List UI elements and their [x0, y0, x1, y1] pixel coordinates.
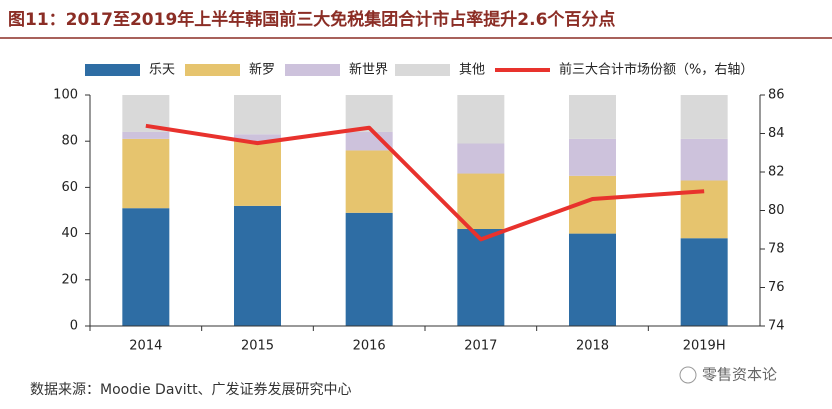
bar-segment: [569, 233, 616, 326]
y2-tick-label: 80: [768, 203, 785, 218]
line-series: [145, 123, 705, 242]
x-tick-label: 2015: [241, 339, 274, 354]
bar-segment: [234, 134, 281, 142]
x-tick-label: 2014: [129, 339, 162, 354]
legend-label: 新世界: [349, 62, 388, 78]
bar-segment: [234, 95, 281, 135]
legend-label: 乐天: [149, 63, 175, 78]
y-tick-label: 40: [61, 226, 78, 241]
bar-segment: [680, 138, 728, 181]
y2-tick-label: 86: [768, 88, 785, 103]
watermark-icon: [679, 366, 697, 384]
legend-swatch: [185, 64, 240, 76]
legend-swatch: [85, 64, 140, 76]
y2-tick-label: 84: [768, 126, 785, 141]
legend-label: 前三大合计市场份额（%，右轴）: [559, 62, 753, 78]
x-tick-label: 2017: [464, 339, 497, 354]
bar-segment: [457, 143, 505, 174]
y2-tick-label: 76: [768, 280, 785, 295]
bar-segment: [457, 173, 505, 229]
y-tick-label: 20: [61, 272, 78, 287]
y-tick-label: 0: [70, 319, 78, 334]
bar-segment: [122, 138, 170, 209]
legend-label: 新罗: [249, 62, 275, 78]
bar-segment: [345, 131, 393, 151]
legend-swatch: [285, 64, 340, 76]
bar-segment: [457, 95, 505, 144]
y-tick-label: 60: [61, 180, 78, 195]
bar-segment: [457, 228, 505, 326]
bar-segment: [345, 150, 393, 213]
x-tick-label: 2018: [576, 339, 609, 354]
bar-segment: [680, 95, 728, 139]
bar-segment: [122, 131, 170, 139]
legend-label: 其他: [459, 63, 485, 78]
legend-swatch: [395, 64, 450, 76]
y-tick-label: 80: [61, 134, 78, 149]
bar-segment: [680, 180, 728, 239]
y2-tick-label: 82: [768, 165, 785, 180]
bar-segment: [345, 212, 393, 326]
watermark: 零售资本论: [702, 366, 777, 384]
x-tick-label: 2019H: [683, 339, 726, 354]
bar-segment: [234, 205, 281, 326]
y2-tick-label: 74: [768, 319, 785, 334]
chart-title: 图11：2017至2019年上半年韩国前三大免税集团合计市占率提升2.6个百分点: [8, 9, 615, 30]
bar-segment: [122, 208, 170, 326]
x-tick-label: 2016: [353, 339, 386, 354]
bar-segment: [234, 141, 281, 206]
bar-segment: [680, 238, 728, 326]
bar-segment: [569, 95, 616, 139]
y2-tick-label: 78: [768, 242, 785, 257]
y-tick-label: 100: [53, 88, 78, 103]
source: 数据来源：Moodie Davitt、广发证券发展研究中心: [30, 382, 352, 398]
bar-segment: [569, 138, 616, 176]
